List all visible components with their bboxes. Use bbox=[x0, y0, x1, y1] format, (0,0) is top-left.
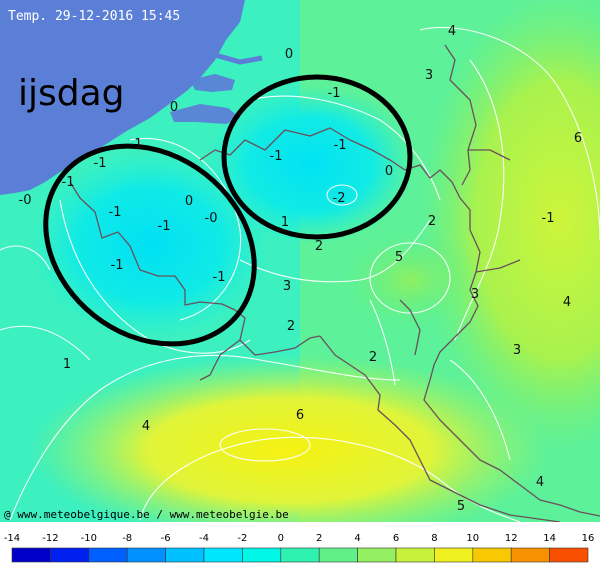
estuary-island bbox=[170, 104, 240, 124]
isotherm-label: 2 bbox=[428, 214, 436, 229]
legend-tick-label: -6 bbox=[161, 533, 171, 544]
legend-tick-label: -2 bbox=[237, 533, 247, 544]
legend-swatch bbox=[395, 547, 435, 563]
isotherm-label: 2 bbox=[369, 350, 377, 365]
isotherm-label: 6 bbox=[296, 408, 304, 423]
legend-tick-label: -4 bbox=[199, 533, 209, 544]
legend-tick-label: 4 bbox=[354, 533, 360, 544]
north-sea bbox=[0, 0, 245, 195]
legend-swatch bbox=[434, 547, 474, 563]
isotherm-label: 2 bbox=[287, 319, 295, 334]
isotherm-label: 3 bbox=[425, 68, 433, 83]
legend-tick-label: 6 bbox=[393, 533, 399, 544]
legend-swatch bbox=[472, 547, 512, 563]
isotherm-label: -1 bbox=[334, 138, 347, 153]
isotherm-lines bbox=[0, 27, 600, 523]
legend-tick-label: 12 bbox=[505, 533, 518, 544]
isotherm-label: 5 bbox=[395, 250, 403, 265]
legend-swatches bbox=[11, 547, 589, 563]
isotherm-label: 4 bbox=[448, 24, 456, 39]
isotherm-label: 0 bbox=[185, 194, 193, 209]
isotherm-label: 1 bbox=[63, 357, 71, 372]
isotherm-label: 0 bbox=[385, 164, 393, 179]
isotherm-label: 2 bbox=[315, 239, 323, 254]
credit-label: @ www.meteobelgique.be / www.meteobelgie… bbox=[4, 508, 289, 521]
isotherm-label: 5 bbox=[457, 499, 465, 514]
legend-tick-label: 2 bbox=[316, 533, 322, 544]
isotherm-value-labels: 0 4 3 -1 0 6 -1 -1 -1 -1 0 -2 -1 -0 -1 0… bbox=[19, 24, 583, 514]
isotherm-label: 3 bbox=[471, 287, 479, 302]
isotherm-label: 4 bbox=[563, 295, 571, 310]
isotherm-label: 0 bbox=[170, 100, 178, 115]
legend-swatch bbox=[357, 547, 397, 563]
legend-swatch bbox=[126, 547, 166, 563]
field-warm-south bbox=[30, 355, 550, 545]
ijsdag-label: ijsdag bbox=[18, 73, 125, 114]
isotherm-label: -1 bbox=[270, 149, 283, 164]
isotherm-label: -0 bbox=[19, 193, 32, 208]
legend-tick-label: 14 bbox=[543, 533, 556, 544]
map-title: Temp. 29-12-2016 15:45 bbox=[8, 9, 180, 24]
legend-tick-label: 10 bbox=[466, 533, 479, 544]
highlight-ring-centre bbox=[221, 74, 413, 240]
isotherm-label: 6 bbox=[574, 131, 582, 146]
isotherm-label: 3 bbox=[513, 343, 521, 358]
isotherm-label: -1 bbox=[542, 211, 555, 226]
country-borders bbox=[69, 44, 600, 523]
field-mid-east bbox=[340, 230, 480, 330]
field-warm-east bbox=[420, 0, 600, 450]
legend-tick-label: -8 bbox=[122, 533, 132, 544]
isotherm-label: -1 bbox=[328, 86, 341, 101]
legend-tick-label: 0 bbox=[278, 533, 284, 544]
isotherm-label: 3 bbox=[283, 279, 291, 294]
legend-swatch bbox=[280, 547, 320, 563]
isotherm-label: 1 bbox=[281, 215, 289, 230]
legend-swatch bbox=[11, 547, 51, 563]
isotherm-label: 0 bbox=[285, 47, 293, 62]
isotherm-label: -1 bbox=[109, 205, 122, 220]
legend-tick-label: 16 bbox=[582, 533, 595, 544]
isotherm-label: -1 bbox=[94, 156, 107, 171]
legend-swatch bbox=[165, 547, 205, 563]
legend-swatch bbox=[203, 547, 243, 563]
isotherm-label: -2 bbox=[333, 191, 346, 206]
isotherm-label: -1 bbox=[130, 137, 143, 152]
field-cold-west bbox=[30, 150, 270, 340]
legend-swatch bbox=[549, 547, 589, 563]
legend-tick-label: 8 bbox=[431, 533, 437, 544]
isotherm-label: -0 bbox=[205, 211, 218, 226]
isotherm-label: -1 bbox=[111, 258, 124, 273]
legend-tick-label: -14 bbox=[4, 533, 20, 544]
estuary-island bbox=[190, 74, 235, 92]
isotherm-label: -1 bbox=[62, 175, 75, 190]
isotherm-label: -1 bbox=[158, 219, 171, 234]
legend-swatch bbox=[318, 547, 358, 563]
legend-swatch bbox=[88, 547, 128, 563]
estuary-channel bbox=[189, 52, 263, 65]
legend-swatch bbox=[510, 547, 550, 563]
field-cold-centre bbox=[205, 85, 415, 245]
isotherm-label: 4 bbox=[536, 475, 544, 490]
legend-tick-label: -12 bbox=[42, 533, 58, 544]
highlight-ring-west bbox=[43, 143, 257, 347]
legend-swatch bbox=[50, 547, 90, 563]
legend-swatch bbox=[242, 547, 282, 563]
isotherm-label: 4 bbox=[142, 419, 150, 434]
isotherm-label: -1 bbox=[213, 270, 226, 285]
legend-tick-labels: -14 -12 -10 -8 -6 -4 -2 0 2 4 6 8 10 12 14 16 bbox=[4, 533, 595, 544]
color-legend: -14 -12 -10 -8 -6 -4 -2 0 2 4 6 8 10 12 14 16 bbox=[0, 522, 600, 575]
legend-tick-label: -10 bbox=[81, 533, 97, 544]
